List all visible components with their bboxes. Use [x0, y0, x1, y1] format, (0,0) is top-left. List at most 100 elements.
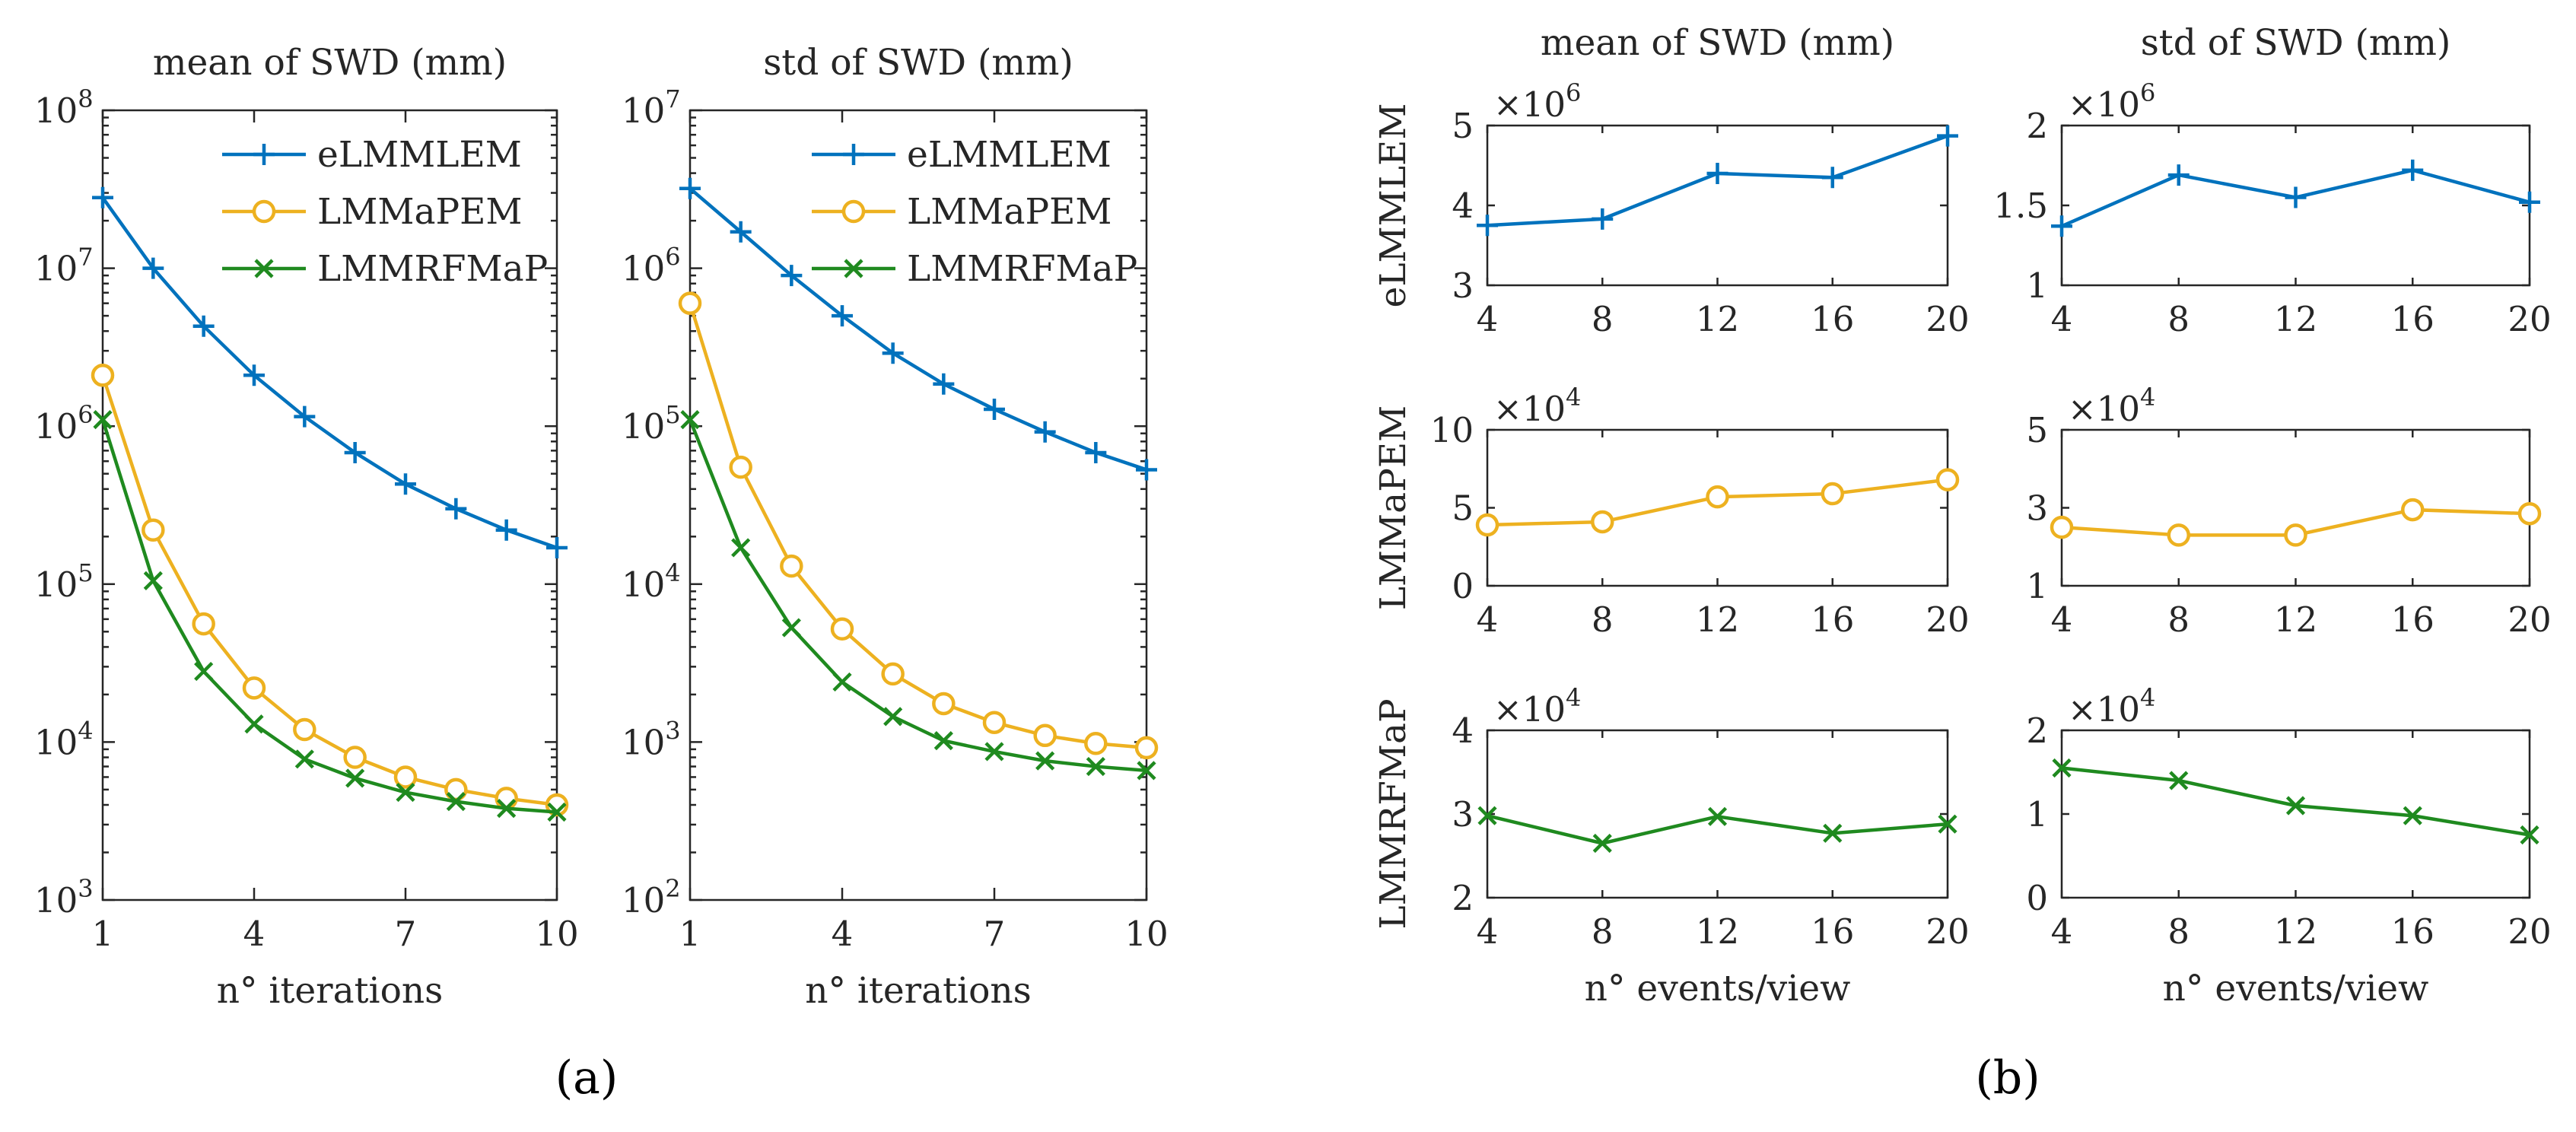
x-tick-label: 12 — [2274, 599, 2317, 640]
y-tick-label: 5 — [2026, 410, 2048, 450]
y-tick-label: 106 — [622, 243, 681, 289]
x-tick-label: 4 — [243, 914, 266, 954]
data-point — [343, 746, 367, 769]
legend: eLMMLEM LMMaPEM LMMRFMaP — [222, 134, 548, 290]
data-point — [730, 221, 752, 243]
x-axis-label: n° iterations — [805, 970, 1032, 1012]
y-tick-label: 2 — [1452, 878, 1474, 918]
series-LMMRFMaP — [2052, 758, 2539, 845]
data-point — [495, 519, 517, 541]
y-tick-label: 3 — [2026, 488, 2048, 529]
legend-label: eLMMLEM — [317, 134, 522, 176]
legend: eLMMLEM LMMaPEM LMMRFMaP — [812, 134, 1137, 290]
series-line — [100, 374, 558, 807]
y-tick-label: 103 — [622, 716, 681, 762]
x-tick-label: 20 — [1926, 599, 1969, 640]
data-point — [2284, 523, 2307, 547]
y-tick-label: 5 — [1452, 106, 1474, 146]
y-tick-label-exponent: 2 — [665, 874, 680, 903]
series-line — [1487, 814, 1948, 845]
x-tick-label: 16 — [1811, 911, 1854, 952]
y-multiplier-exponent: 4 — [2140, 383, 2155, 412]
data-point — [1084, 731, 1108, 755]
x-tick-label: 16 — [2391, 299, 2434, 339]
legend-marker — [843, 144, 864, 165]
data-point — [2167, 164, 2190, 186]
y-tick-label-exponent: 4 — [78, 716, 93, 745]
y-multiplier: ×104 — [1493, 383, 1581, 429]
data-point — [91, 364, 115, 387]
y-tick-label: 104 — [34, 716, 94, 762]
data-point — [2520, 825, 2539, 845]
series-line — [689, 187, 1147, 472]
data-point — [881, 662, 905, 686]
y-tick-label: 1.5 — [1993, 186, 2048, 226]
data-point — [192, 315, 215, 337]
data-point — [2167, 523, 2190, 547]
data-point — [1592, 833, 1612, 854]
y-tick-label: 107 — [622, 84, 681, 131]
data-point — [345, 768, 365, 788]
x-tick-label: 12 — [1696, 911, 1739, 952]
data-point — [495, 787, 518, 810]
legend-marker — [841, 199, 866, 224]
y-multiplier-base: ×10 — [2068, 84, 2140, 125]
legend-marker — [254, 259, 274, 278]
plot-frame — [1486, 124, 1949, 287]
data-point — [780, 554, 803, 578]
y-tick-label: 4 — [1452, 186, 1474, 226]
data-point — [1938, 814, 1957, 834]
y-tick-label: 1 — [2026, 794, 2048, 835]
y-tick-label: 3 — [1452, 266, 1474, 306]
x-tick-label: 8 — [2167, 599, 2190, 640]
x-tick-label: 7 — [395, 914, 417, 954]
y-tick-label-base: 10 — [34, 722, 78, 762]
data-point — [1134, 736, 1159, 760]
x-tick-label: 12 — [2274, 911, 2317, 952]
series-LMMaPEM — [1475, 468, 1960, 537]
x-tick-label: 4 — [1477, 911, 1499, 952]
data-point — [143, 571, 163, 590]
x-tick-label: 10 — [535, 914, 578, 954]
data-point — [192, 612, 215, 636]
y-tick-label-base: 10 — [34, 880, 78, 921]
legend-label: eLMMLEM — [907, 134, 1111, 176]
data-point — [729, 455, 752, 479]
plot-frame — [101, 109, 558, 901]
data-point — [1475, 513, 1499, 537]
legend-label: LMMRFMaP — [317, 248, 548, 290]
series-LMMaPEM — [91, 364, 569, 817]
y-multiplier-exponent: 4 — [2140, 683, 2155, 712]
x-tick-label: 1 — [679, 914, 701, 954]
data-point — [396, 782, 415, 803]
legend-label: LMMRFMaP — [907, 248, 1137, 290]
data-point — [832, 672, 852, 692]
data-point — [1937, 125, 1958, 147]
chart-title: mean of SWD (mm) — [1541, 22, 1894, 64]
data-point — [1706, 485, 1729, 509]
legend-marker — [252, 199, 276, 224]
y-multiplier-base: ×10 — [1493, 84, 1566, 125]
data-point — [93, 410, 113, 430]
data-point — [832, 305, 853, 327]
x-tick-label: 4 — [1477, 299, 1499, 339]
y-tick-label: 108 — [34, 84, 94, 131]
y-multiplier-exponent: 4 — [1566, 383, 1581, 412]
y-multiplier-base: ×10 — [1493, 389, 1566, 429]
y-multiplier: ×104 — [2068, 683, 2155, 730]
y-tick-label-base: 10 — [34, 249, 78, 289]
series-LMMRFMaP — [1477, 806, 1957, 854]
data-point — [984, 398, 1005, 420]
x-tick-label: 10 — [1124, 914, 1168, 954]
plot-frame — [1486, 729, 1949, 899]
legend-label: LMMaPEM — [317, 191, 523, 233]
data-point — [1137, 761, 1156, 781]
chart-title: std of SWD (mm) — [2141, 22, 2451, 64]
data-point — [2169, 771, 2189, 790]
x-tick-label: 8 — [2167, 299, 2190, 339]
x-tick-label: 8 — [1592, 911, 1614, 952]
y-multiplier-base: ×10 — [2068, 689, 2140, 730]
